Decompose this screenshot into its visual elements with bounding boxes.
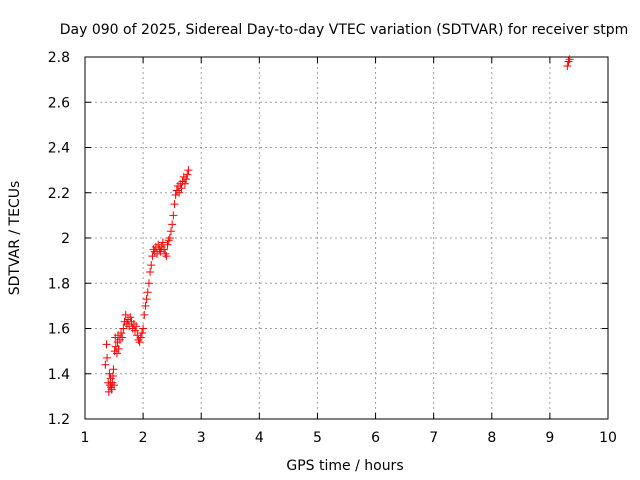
y-tick-label: 1.2 [48, 412, 70, 428]
x-tick-label: 9 [545, 430, 554, 446]
data-point [101, 360, 110, 369]
data-point [108, 372, 117, 381]
data-point [148, 252, 157, 261]
data-point [169, 211, 178, 220]
x-tick-label: 8 [487, 430, 496, 446]
data-point [107, 385, 116, 394]
x-tick-label: 10 [599, 430, 617, 446]
x-tick-label: 6 [371, 430, 380, 446]
y-tick-label: 2.4 [48, 141, 70, 157]
x-tick-label: 4 [255, 430, 264, 446]
data-point [137, 329, 146, 338]
data-point [565, 55, 574, 64]
data-point [170, 200, 179, 209]
data-point [171, 191, 180, 200]
data-point [158, 238, 167, 247]
data-point [146, 267, 155, 276]
data-point [167, 227, 176, 236]
x-tick-label: 3 [197, 430, 206, 446]
y-axis-label: SDTVAR / TECUs [7, 181, 23, 296]
y-tick-label: 1.8 [48, 276, 70, 292]
grid-layer [85, 57, 608, 419]
data-point [102, 340, 111, 349]
data-point [121, 310, 130, 319]
y-tick-label: 2.2 [48, 186, 70, 202]
x-axis-label: GPS time / hours [286, 458, 403, 474]
data-point [139, 324, 148, 333]
points-layer [101, 55, 574, 396]
data-point [161, 249, 170, 258]
chart-title: Day 090 of 2025, Sidereal Day-to-day VTE… [60, 22, 629, 38]
data-point [184, 166, 193, 175]
data-point [147, 261, 156, 270]
data-point [183, 170, 192, 179]
data-point [136, 333, 145, 342]
data-point [109, 365, 118, 374]
y-tick-label: 1.4 [48, 367, 70, 383]
data-point [126, 313, 135, 322]
x-tick-label: 1 [81, 430, 90, 446]
data-point [105, 369, 114, 378]
data-point [144, 279, 153, 288]
x-tick-label: 5 [313, 430, 322, 446]
data-point [163, 240, 172, 249]
y-tick-label: 2.8 [48, 50, 70, 66]
data-point [103, 353, 112, 362]
data-point [180, 179, 189, 188]
data-point [165, 234, 174, 242]
data-point [164, 236, 173, 245]
tick-layer: 1 2 3 4 5 6 7 8 9 10 1.2 1.4 1.6 1.8 2 2.2 2.4 2.6 2.8 [48, 50, 617, 446]
data-point [117, 329, 126, 338]
data-point [112, 349, 121, 358]
y-tick-label: 2 [61, 231, 70, 247]
data-point [114, 344, 123, 353]
data-point [141, 301, 150, 310]
data-point [168, 220, 177, 229]
data-point [182, 175, 191, 184]
y-tick-label: 2.6 [48, 95, 70, 111]
y-tick-label: 1.6 [48, 322, 70, 338]
data-point [177, 184, 186, 193]
x-tick-label: 2 [139, 430, 148, 446]
data-point [563, 62, 572, 71]
data-point [130, 326, 139, 335]
data-point [564, 57, 573, 66]
data-point [142, 295, 151, 304]
data-point [118, 333, 127, 342]
data-point [132, 322, 141, 331]
data-point [119, 324, 128, 333]
x-tick-label: 7 [429, 430, 438, 446]
data-point [162, 252, 171, 261]
data-point [135, 338, 144, 347]
data-point [175, 188, 184, 197]
data-point [160, 245, 169, 254]
data-point [143, 288, 152, 297]
data-point [110, 381, 119, 390]
data-point [140, 310, 149, 319]
